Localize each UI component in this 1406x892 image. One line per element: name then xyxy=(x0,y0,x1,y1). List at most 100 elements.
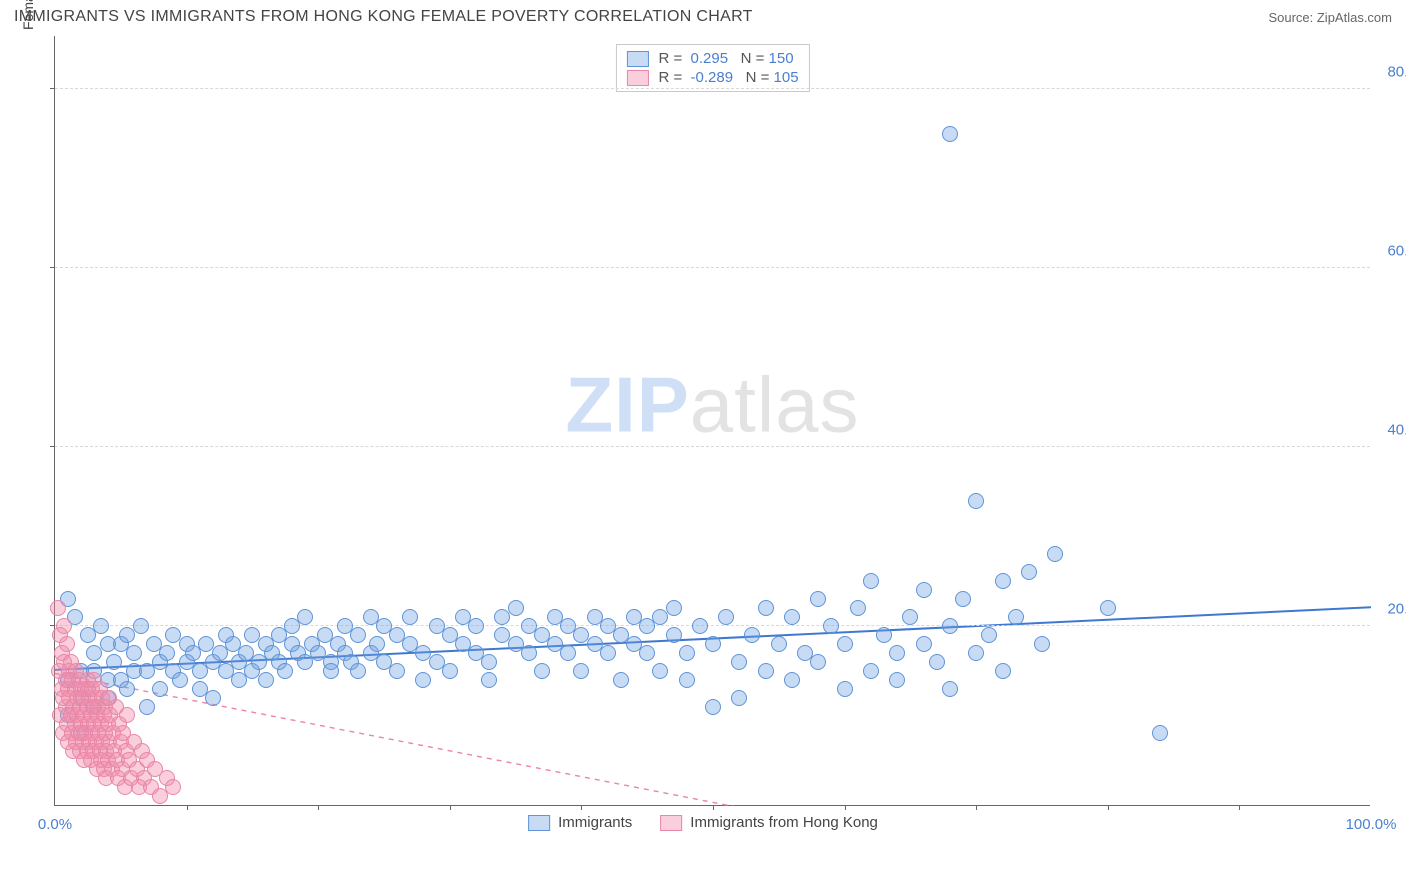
data-point xyxy=(679,645,695,661)
data-point xyxy=(968,645,984,661)
data-point xyxy=(692,618,708,634)
data-point xyxy=(837,681,853,697)
source-link[interactable]: ZipAtlas.com xyxy=(1317,10,1392,25)
data-point xyxy=(152,681,168,697)
data-point xyxy=(389,663,405,679)
data-point xyxy=(942,126,958,142)
data-point xyxy=(863,663,879,679)
data-point xyxy=(133,618,149,634)
data-point xyxy=(56,618,72,634)
trend-lines xyxy=(55,36,1371,806)
data-point xyxy=(119,681,135,697)
data-point xyxy=(942,618,958,634)
data-point xyxy=(442,663,458,679)
data-point xyxy=(350,627,366,643)
source-attribution: Source: ZipAtlas.com xyxy=(1268,10,1392,25)
grid-line xyxy=(55,267,1370,268)
data-point xyxy=(126,645,142,661)
data-point xyxy=(666,600,682,616)
data-point xyxy=(666,627,682,643)
data-point xyxy=(902,609,918,625)
series-legend-label: Immigrants xyxy=(558,814,632,831)
data-point xyxy=(468,618,484,634)
data-point xyxy=(929,654,945,670)
data-point xyxy=(159,645,175,661)
data-point xyxy=(119,707,135,723)
data-point xyxy=(1100,600,1116,616)
data-point xyxy=(1152,725,1168,741)
data-point xyxy=(889,645,905,661)
data-point xyxy=(995,663,1011,679)
data-point xyxy=(258,672,274,688)
y-tick-label: 60.0% xyxy=(1375,242,1406,259)
y-tick-label: 20.0% xyxy=(1375,600,1406,617)
data-point xyxy=(942,681,958,697)
series-legend-item: Immigrants from Hong Kong xyxy=(660,814,878,831)
correlation-legend: R = 0.295 N = 150 R = -0.289 N = 105 xyxy=(615,44,809,92)
series-legend-item: Immigrants xyxy=(528,814,632,831)
trend-line xyxy=(55,673,1371,806)
data-point xyxy=(850,600,866,616)
data-point xyxy=(350,663,366,679)
data-point xyxy=(810,654,826,670)
data-point xyxy=(59,636,75,652)
series-legend: Immigrants Immigrants from Hong Kong xyxy=(528,814,878,831)
data-point xyxy=(165,779,181,795)
legend-swatch xyxy=(528,815,550,831)
data-point xyxy=(1008,609,1024,625)
data-point xyxy=(1047,546,1063,562)
data-point xyxy=(718,609,734,625)
legend-text: R = -0.289 N = 105 xyxy=(658,69,798,86)
y-tick-label: 80.0% xyxy=(1375,63,1406,80)
data-point xyxy=(534,663,550,679)
data-point xyxy=(652,663,668,679)
data-point xyxy=(93,618,109,634)
data-point xyxy=(916,582,932,598)
data-point xyxy=(323,663,339,679)
data-point xyxy=(758,663,774,679)
data-point xyxy=(981,627,997,643)
data-point xyxy=(50,600,66,616)
data-point xyxy=(968,493,984,509)
data-point xyxy=(573,663,589,679)
data-point xyxy=(995,573,1011,589)
legend-swatch xyxy=(626,51,648,67)
data-point xyxy=(172,672,188,688)
x-tick-label: 0.0% xyxy=(38,816,72,833)
data-point xyxy=(106,654,122,670)
data-point xyxy=(784,609,800,625)
data-point xyxy=(916,636,932,652)
legend-row: R = -0.289 N = 105 xyxy=(626,68,798,87)
data-point xyxy=(600,645,616,661)
chart-header: IMMIGRANTS VS IMMIGRANTS FROM HONG KONG … xyxy=(0,0,1406,30)
data-point xyxy=(679,672,695,688)
data-point xyxy=(369,636,385,652)
data-point xyxy=(837,636,853,652)
data-point xyxy=(889,672,905,688)
legend-swatch xyxy=(626,70,648,86)
data-point xyxy=(1021,564,1037,580)
data-point xyxy=(731,690,747,706)
data-point xyxy=(771,636,787,652)
data-point xyxy=(744,627,760,643)
plot-region: ZIPatlas R = 0.295 N = 150 R = -0.289 N =… xyxy=(54,36,1370,806)
data-point xyxy=(784,672,800,688)
data-point xyxy=(205,690,221,706)
data-point xyxy=(731,654,747,670)
data-point xyxy=(823,618,839,634)
data-point xyxy=(876,627,892,643)
grid-line xyxy=(55,88,1370,89)
grid-line xyxy=(55,625,1370,626)
legend-text: R = 0.295 N = 150 xyxy=(658,50,793,67)
data-point xyxy=(613,672,629,688)
data-point xyxy=(277,663,293,679)
data-point xyxy=(810,591,826,607)
y-tick-label: 40.0% xyxy=(1375,421,1406,438)
data-point xyxy=(402,609,418,625)
data-point xyxy=(1034,636,1050,652)
y-axis-label: Female Poverty xyxy=(20,0,36,30)
data-point xyxy=(521,645,537,661)
data-point xyxy=(139,699,155,715)
legend-swatch xyxy=(660,815,682,831)
watermark: ZIPatlas xyxy=(565,360,859,451)
